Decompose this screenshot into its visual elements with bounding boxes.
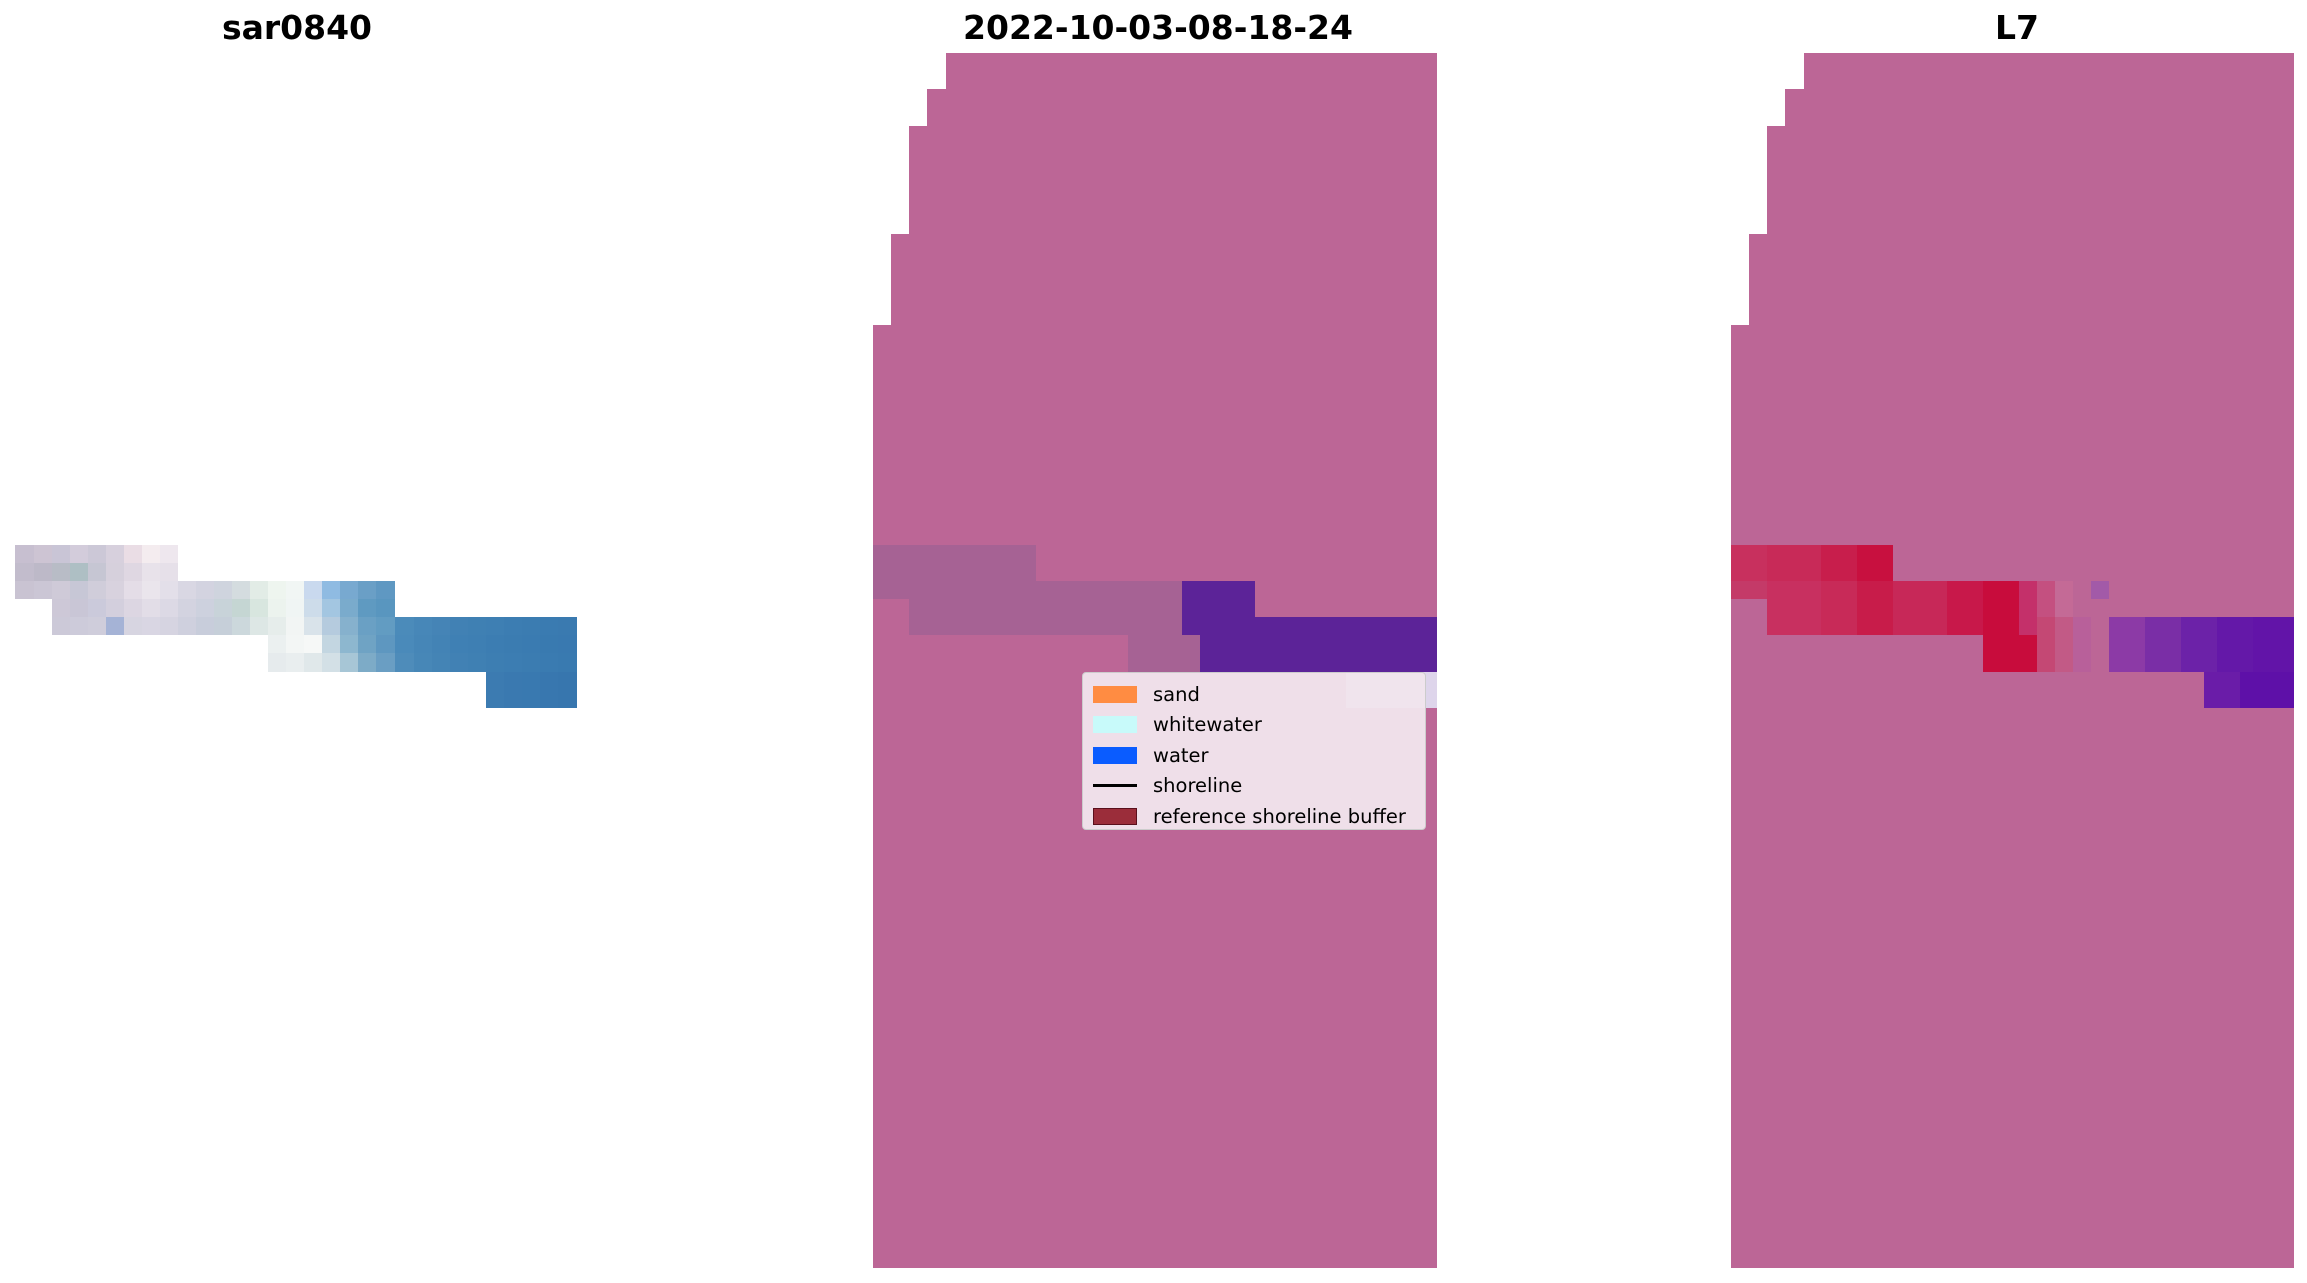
legend-label-reference-shoreline-buffer: reference shoreline buffer: [1153, 804, 1406, 828]
legend-item-water: water: [1093, 740, 1415, 771]
sand-class-pixels: [873, 545, 1200, 672]
legend: sand whitewater water shoreline referenc…: [1082, 672, 1426, 830]
legend-line-shoreline: [1093, 784, 1137, 788]
legend-label-water: water: [1153, 743, 1209, 767]
l7-sand-pixels: [1731, 545, 2109, 672]
legend-label-shoreline: shoreline: [1153, 774, 1243, 798]
l7-water-pixels: [2109, 617, 2294, 708]
legend-item-sand: sand: [1093, 679, 1415, 710]
legend-swatch-sand: [1093, 685, 1137, 703]
panel-title-rgb: sar0840: [221, 8, 373, 47]
legend-swatch-reference-shoreline-buffer: [1093, 807, 1137, 825]
panel-title-classification: 2022-10-03-08-18-24: [963, 8, 1353, 47]
legend-item-shoreline: shoreline: [1093, 771, 1415, 802]
legend-item-reference-shoreline-buffer: reference shoreline buffer: [1093, 801, 1415, 832]
legend-swatch-water: [1093, 746, 1137, 764]
legend-label-whitewater: whitewater: [1153, 713, 1262, 737]
panel-title-l7: L7: [1995, 8, 2039, 47]
legend-swatch-whitewater: [1093, 716, 1137, 734]
legend-label-sand: sand: [1153, 682, 1200, 706]
legend-item-whitewater: whitewater: [1093, 710, 1415, 741]
rgb-pixel-grid: [15, 545, 577, 708]
